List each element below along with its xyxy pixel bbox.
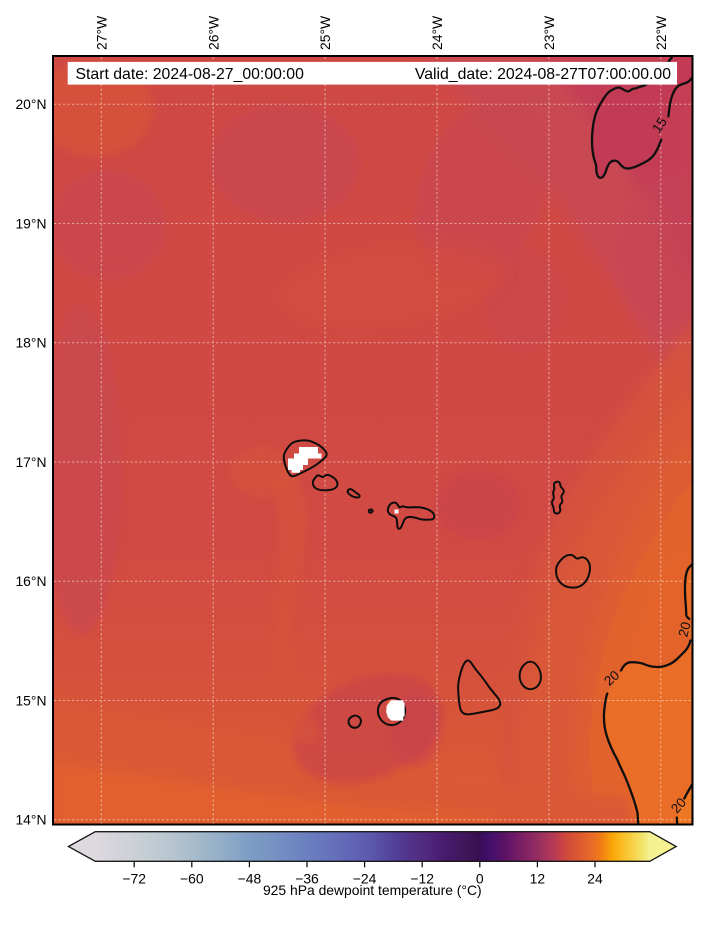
svg-text:−72: −72	[122, 871, 146, 887]
svg-text:26°W: 26°W	[205, 15, 221, 50]
svg-text:−24: −24	[353, 871, 377, 887]
svg-text:15°N: 15°N	[15, 693, 46, 709]
svg-text:−36: −36	[295, 871, 319, 887]
svg-text:Start date: 2024-08-27_00:00:0: Start date: 2024-08-27_00:00:00	[76, 66, 305, 83]
svg-text:18°N: 18°N	[15, 335, 46, 351]
svg-text:0: 0	[476, 871, 484, 887]
svg-text:17°N: 17°N	[15, 454, 46, 470]
svg-text:−48: −48	[238, 871, 262, 887]
svg-text:12: 12	[530, 871, 546, 887]
svg-text:16°N: 16°N	[15, 573, 46, 589]
svg-text:Valid_date: 2024-08-27T07:00:0: Valid_date: 2024-08-27T07:00:00.00	[415, 66, 671, 83]
svg-text:27°W: 27°W	[93, 15, 109, 50]
svg-text:15: 15	[649, 115, 670, 136]
svg-text:−60: −60	[180, 871, 204, 887]
svg-text:19°N: 19°N	[15, 216, 46, 232]
svg-text:20: 20	[601, 668, 622, 689]
svg-text:24°W: 24°W	[429, 15, 445, 50]
svg-text:20: 20	[676, 620, 694, 638]
svg-text:−12: −12	[410, 871, 434, 887]
svg-text:20°N: 20°N	[15, 96, 46, 112]
svg-text:20: 20	[668, 795, 689, 816]
svg-text:14°N: 14°N	[15, 812, 46, 828]
svg-text:23°W: 23°W	[541, 15, 557, 50]
svg-text:22°W: 22°W	[653, 15, 669, 50]
svg-text:24: 24	[587, 871, 603, 887]
svg-text:925 hPa dewpoint temperature (: 925 hPa dewpoint temperature (°C)	[263, 882, 482, 898]
svg-text:25°W: 25°W	[317, 15, 333, 50]
